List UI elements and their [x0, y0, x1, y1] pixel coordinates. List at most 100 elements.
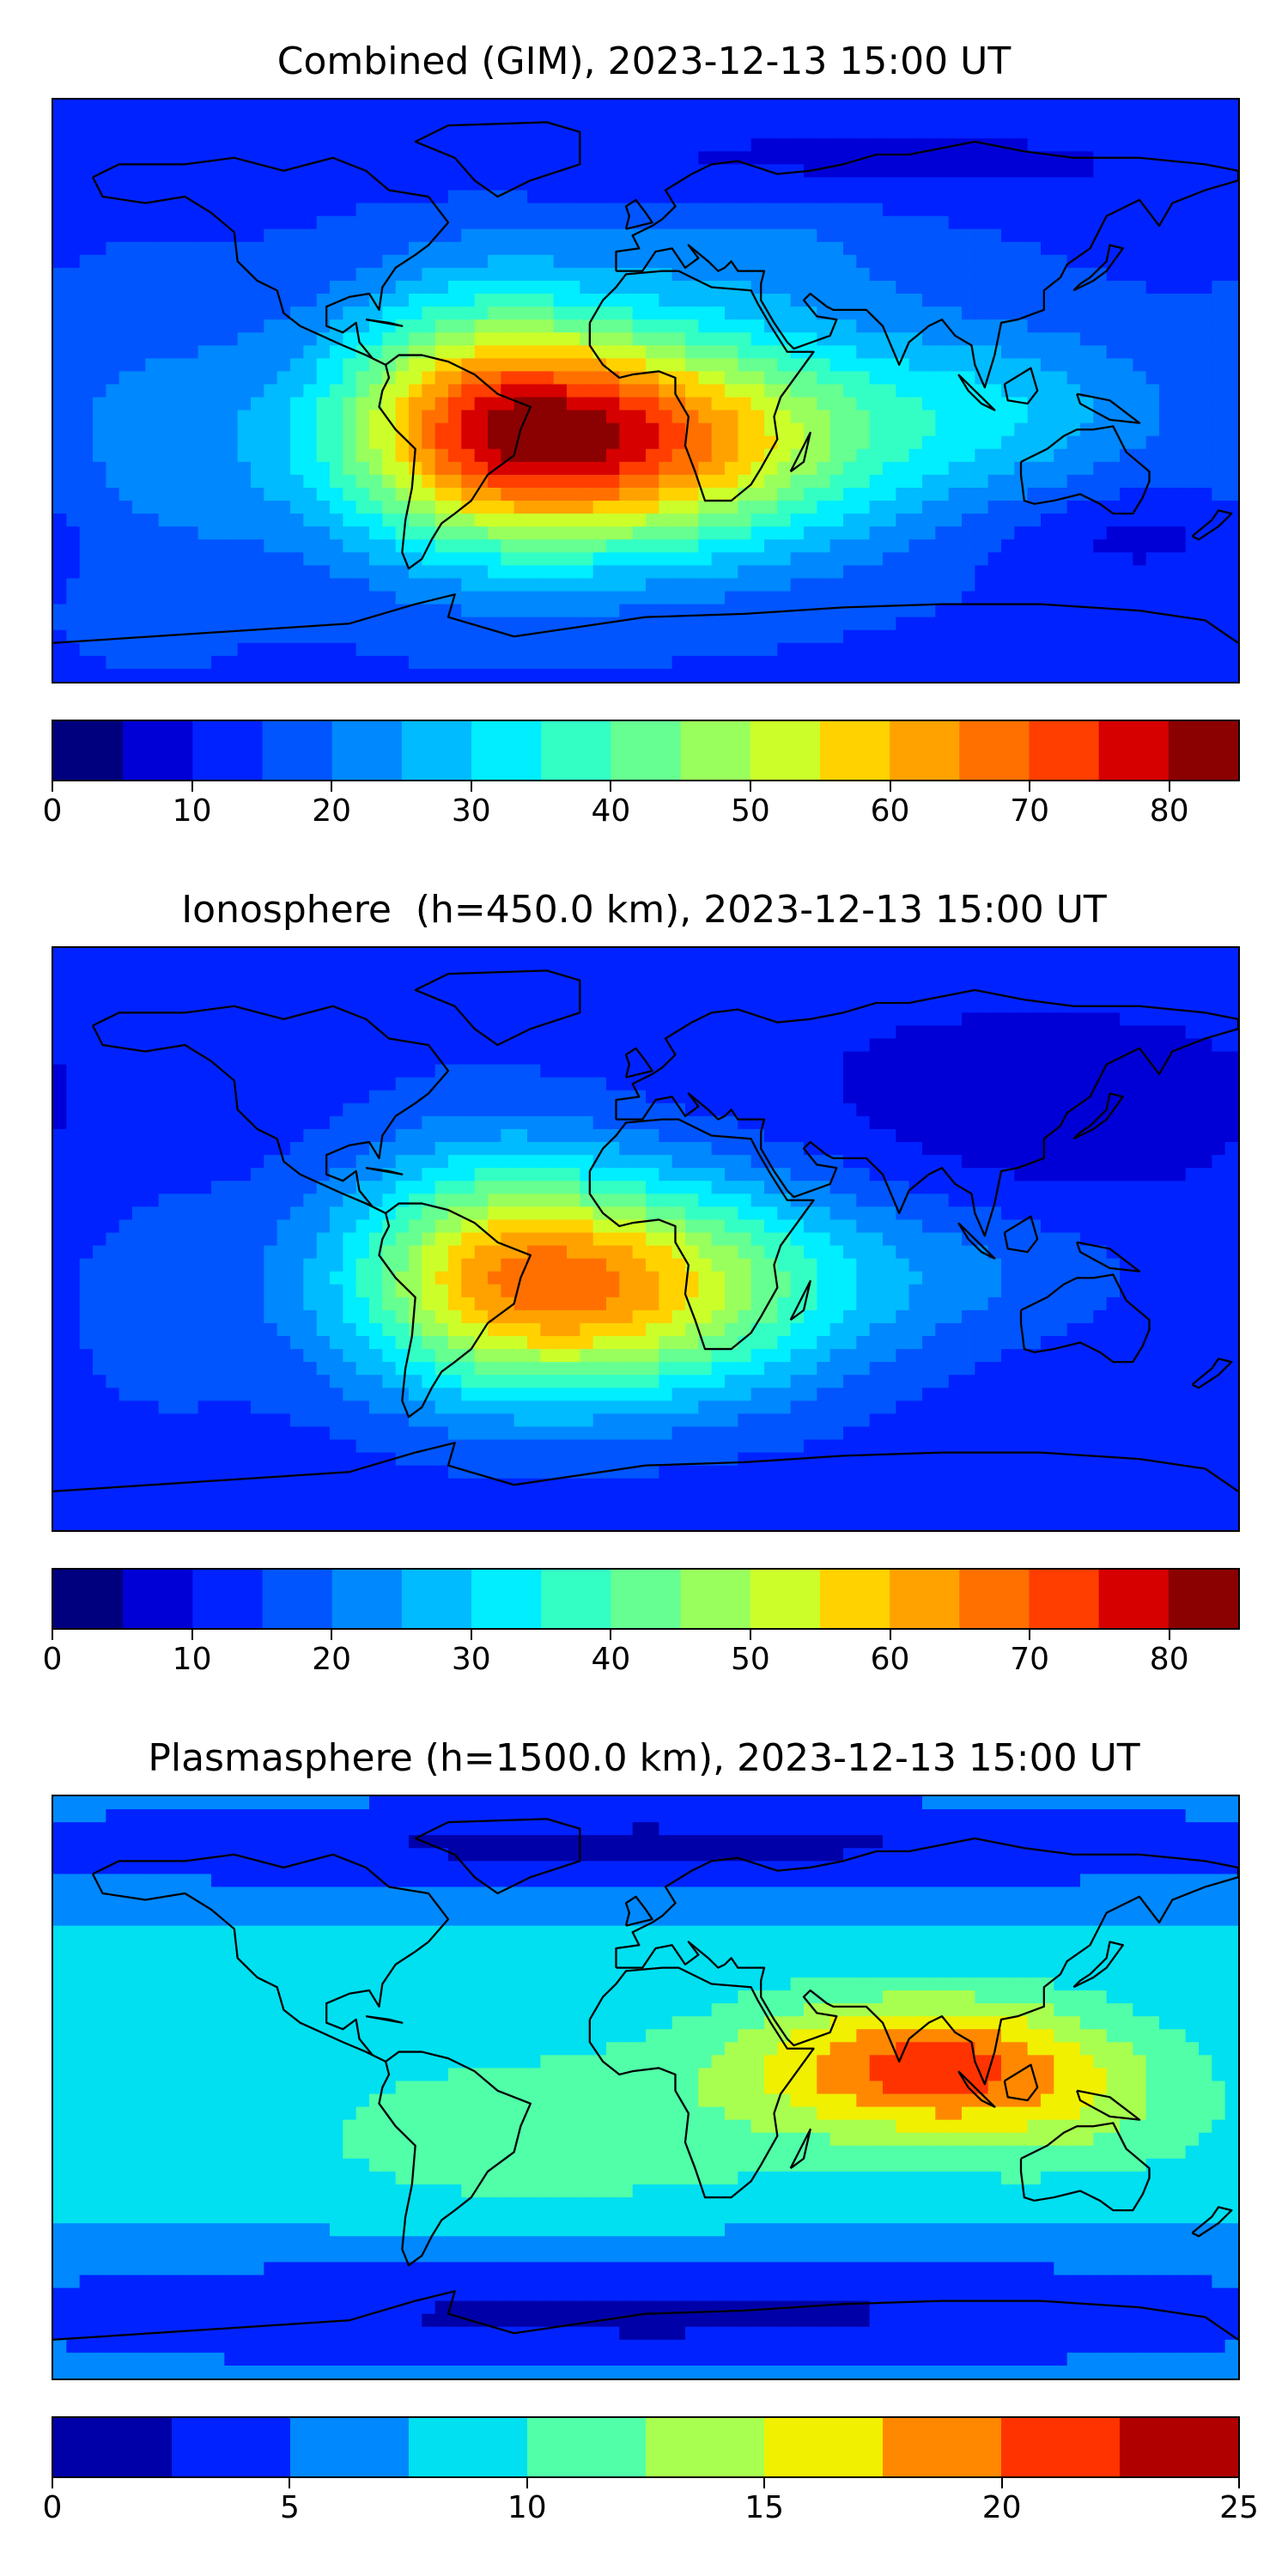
heatmap-cell — [461, 332, 476, 347]
heatmap-cell — [1159, 513, 1174, 528]
heatmap-cell — [158, 1491, 173, 1505]
heatmap-cell — [434, 501, 450, 515]
heatmap-cell — [237, 513, 252, 528]
heatmap-cell — [66, 151, 81, 166]
heatmap-cell — [962, 164, 976, 179]
heatmap-cell — [53, 1465, 68, 1479]
heatmap-cell — [185, 332, 199, 347]
heatmap-cell — [66, 1297, 81, 1311]
heatmap-cell — [883, 617, 897, 631]
heatmap-cell — [158, 1362, 173, 1376]
heatmap-cell — [237, 1349, 252, 1364]
heatmap-cell — [316, 228, 331, 243]
heatmap-cell — [1159, 100, 1174, 114]
heatmap-cell — [1212, 591, 1226, 605]
heatmap-cell — [434, 371, 450, 386]
heatmap-cell — [303, 578, 318, 592]
heatmap-cell — [93, 1245, 107, 1260]
heatmap-cell — [1145, 125, 1161, 140]
heatmap-cell — [409, 604, 423, 618]
heatmap-cell — [1120, 448, 1134, 463]
heatmap-cell — [395, 228, 410, 243]
heatmap-cell — [527, 539, 542, 554]
heatmap-cell — [513, 280, 529, 295]
heatmap-cell — [843, 642, 858, 657]
heatmap-cell — [592, 203, 608, 217]
heatmap-cell — [132, 267, 147, 283]
heatmap-cell — [1172, 216, 1187, 230]
heatmap-cell — [501, 203, 515, 217]
heatmap-cell — [422, 422, 436, 437]
heatmap-cell — [93, 1025, 107, 1040]
heatmap-cell — [224, 1103, 239, 1117]
heatmap-cell — [197, 526, 213, 541]
heatmap-cell — [646, 190, 660, 204]
heatmap-cell — [908, 655, 924, 671]
heatmap-cell — [276, 228, 292, 243]
heatmap-cell — [804, 591, 818, 605]
heatmap-cell — [606, 241, 621, 256]
heatmap-cell — [975, 164, 989, 179]
heatmap-cell — [1014, 164, 1029, 179]
heatmap-cell — [197, 1077, 213, 1091]
heatmap-cell — [237, 655, 252, 671]
heatmap-cell — [106, 1064, 120, 1078]
heatmap-cell — [527, 526, 542, 541]
heatmap-cell — [290, 1297, 305, 1311]
heatmap-cell — [66, 642, 81, 657]
heatmap-cell — [1212, 410, 1226, 424]
heatmap-cell — [251, 501, 265, 515]
heatmap-cell — [93, 1452, 107, 1467]
heatmap-cell — [975, 112, 989, 127]
heatmap-cell — [908, 629, 924, 644]
heatmap-cell — [290, 1478, 305, 1492]
heatmap-cell — [251, 1194, 265, 1208]
heatmap-cell — [276, 552, 292, 567]
heatmap-cell — [172, 1025, 186, 1040]
heatmap-cell — [553, 488, 568, 502]
heatmap-cell — [619, 294, 634, 308]
colorbar-bin — [123, 721, 194, 780]
heatmap-cell — [93, 1206, 107, 1221]
heatmap-cell — [1133, 435, 1147, 450]
colorbar-bin — [331, 721, 403, 780]
heatmap-cell — [211, 319, 226, 334]
heatmap-cell — [1027, 474, 1042, 489]
heatmap-cell — [829, 526, 845, 541]
heatmap-cell — [1212, 539, 1226, 554]
heatmap-cell — [567, 668, 581, 682]
heatmap-cell — [1066, 241, 1082, 256]
heatmap-cell — [1212, 345, 1226, 360]
heatmap-cell — [355, 655, 371, 671]
heatmap-cell — [1027, 294, 1042, 308]
heatmap-cell — [145, 254, 160, 269]
heatmap-cell — [106, 151, 120, 166]
heatmap-cell — [474, 435, 489, 450]
heatmap-cell — [185, 112, 199, 127]
heatmap-cell — [513, 307, 529, 321]
heatmap-cell — [448, 254, 463, 269]
heatmap-cell — [948, 254, 963, 269]
heatmap-cell — [53, 435, 68, 450]
heatmap-cell — [382, 203, 397, 217]
heatmap-cell — [948, 241, 963, 256]
heatmap-cell — [434, 138, 450, 153]
heatmap-cell — [1159, 371, 1174, 386]
heatmap-cell — [1080, 294, 1095, 308]
heatmap-cell — [106, 1297, 120, 1311]
heatmap-cell — [132, 591, 147, 605]
heatmap-cell — [1054, 177, 1068, 191]
heatmap-cell — [698, 565, 713, 580]
heatmap-cell — [659, 100, 673, 114]
heatmap-cell — [1185, 241, 1200, 256]
heatmap-cell — [553, 629, 568, 644]
heatmap-cell — [118, 461, 134, 477]
heatmap-cell — [513, 655, 529, 671]
coastline — [624, 198, 653, 230]
heatmap-cell — [592, 642, 608, 657]
heatmap-cell — [118, 1516, 134, 1530]
heatmap-cell — [567, 267, 581, 283]
heatmap-cell — [290, 655, 305, 671]
heatmap-cell — [79, 164, 94, 179]
heatmap-cell — [172, 461, 186, 477]
